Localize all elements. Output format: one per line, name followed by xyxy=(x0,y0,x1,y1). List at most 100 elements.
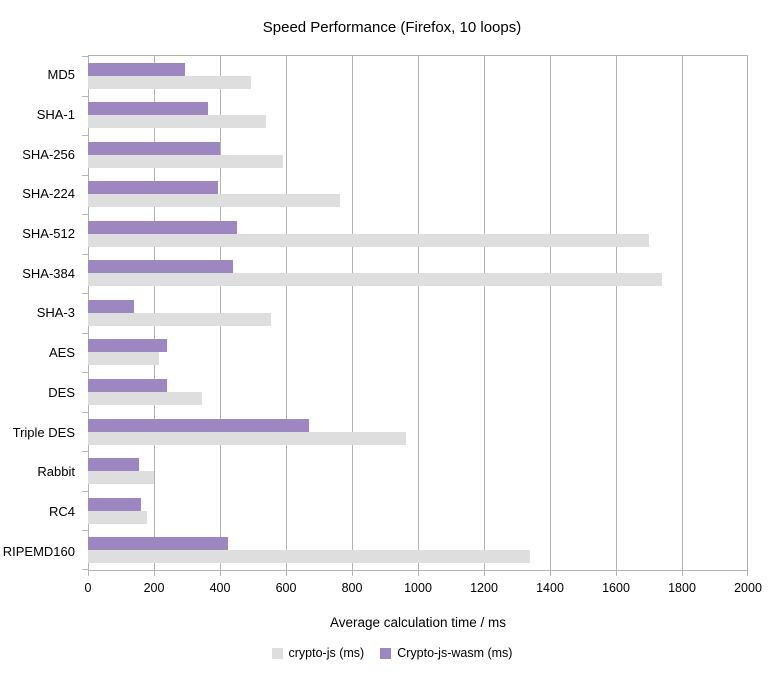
bar-crypto-js-wasm-ms-sha-256 xyxy=(88,141,220,155)
category-label-triple-des: Triple DES xyxy=(12,424,75,440)
value-axis-tick-labels: 0 200 400 600 800 1000 1200 1400 1600 1800 2000 xyxy=(0,581,784,596)
legend-swatch-crypto-js xyxy=(271,647,283,659)
bar-crypto-js-ms-sha-3 xyxy=(88,312,272,326)
category-label-sha-512: SHA-512 xyxy=(22,226,75,242)
category-label-aes: AES xyxy=(48,345,75,361)
legend-swatch-crypto-js-wasm xyxy=(380,647,392,659)
y-axis-tick-mark xyxy=(82,253,88,255)
bar-row-sha-3 xyxy=(88,293,748,333)
x-axis-tick-label: 1000 xyxy=(404,581,432,595)
category-axis-labels: MD5 SHA-1 SHA-256 SHA-224 SHA-512 SHA-384 SHA-… xyxy=(0,55,82,571)
bar-crypto-js-ms-md5 xyxy=(88,75,252,89)
legend-label-crypto-js: crypto-js (ms) xyxy=(288,646,365,660)
bar-rows xyxy=(88,56,748,570)
category-label-md5: MD5 xyxy=(47,67,75,83)
bar-row-rabbit xyxy=(88,451,748,491)
x-axis-tick-mark xyxy=(88,570,89,576)
y-axis-tick-mark xyxy=(82,56,88,57)
bar-row-sha-1 xyxy=(88,96,748,136)
bar-row-ripemd160 xyxy=(88,530,748,570)
bar-crypto-js-wasm-ms-des xyxy=(88,379,168,393)
category-label-sha-3: SHA-3 xyxy=(36,305,75,321)
y-axis-tick-mark xyxy=(82,332,88,334)
y-axis-tick-mark xyxy=(82,490,88,492)
x-axis-tick-label: 1800 xyxy=(668,581,696,595)
chart-title: Speed Performance (Firefox, 10 loops) xyxy=(262,19,522,36)
gridline xyxy=(286,56,287,570)
bar-crypto-js-ms-des xyxy=(88,392,202,406)
gridline xyxy=(352,56,353,570)
x-axis-tick-mark xyxy=(286,570,287,576)
x-axis-tick-label: 1400 xyxy=(536,581,564,595)
x-axis-tick-label: 400 xyxy=(209,581,231,595)
bar-crypto-js-wasm-ms-sha-512 xyxy=(88,220,237,234)
value-axis-title: Average calculation time / ms xyxy=(329,615,507,630)
legend-label-crypto-js-wasm: Crypto-js-wasm (ms) xyxy=(397,646,513,660)
x-axis-tick-mark xyxy=(352,570,353,576)
bar-crypto-js-wasm-ms-rc4 xyxy=(88,497,141,511)
bar-row-aes xyxy=(88,333,748,373)
bar-crypto-js-ms-rabbit xyxy=(88,471,154,485)
x-axis-tick-mark xyxy=(616,570,617,576)
gridline xyxy=(484,56,485,570)
y-axis-tick-mark xyxy=(82,135,88,137)
bar-crypto-js-ms-triple-des xyxy=(88,431,407,445)
y-axis-tick-mark xyxy=(82,411,88,413)
y-axis-tick-mark xyxy=(82,95,88,97)
bar-crypto-js-ms-sha-224 xyxy=(88,194,341,208)
bar-crypto-js-wasm-ms-sha-1 xyxy=(88,102,209,116)
bar-crypto-js-wasm-ms-sha-384 xyxy=(88,260,234,274)
bar-crypto-js-ms-aes xyxy=(88,352,159,366)
x-axis-tick-mark xyxy=(484,570,485,576)
y-axis-tick-mark xyxy=(82,372,88,374)
legend-item-crypto-js-wasm: Crypto-js-wasm (ms) xyxy=(380,646,512,660)
bar-crypto-js-ms-sha-256 xyxy=(88,154,283,168)
bar-crypto-js-ms-ripemd160 xyxy=(88,550,531,564)
gridline xyxy=(550,56,551,570)
y-axis-tick-mark xyxy=(82,569,88,570)
x-axis-tick-mark xyxy=(418,570,419,576)
bar-row-triple-des xyxy=(88,412,748,452)
x-axis-tick-label: 0 xyxy=(84,581,92,595)
bar-row-des xyxy=(88,372,748,412)
x-axis-tick-mark xyxy=(154,570,155,576)
bar-crypto-js-wasm-ms-aes xyxy=(88,339,168,353)
bar-crypto-js-ms-sha-384 xyxy=(88,273,663,287)
bar-crypto-js-wasm-ms-triple-des xyxy=(88,418,310,432)
x-axis-tick-mark xyxy=(682,570,683,576)
category-label-sha-224: SHA-224 xyxy=(22,186,75,202)
x-axis-tick-label: 600 xyxy=(275,581,297,595)
bar-crypto-js-wasm-ms-rabbit xyxy=(88,458,140,472)
category-label-des: DES xyxy=(48,384,75,400)
x-axis-tick-label: 2000 xyxy=(734,581,762,595)
gridline xyxy=(747,56,748,570)
bar-row-sha-384 xyxy=(88,254,748,294)
category-label-sha-256: SHA-256 xyxy=(22,146,75,162)
x-axis-tick-label: 800 xyxy=(341,581,363,595)
bar-row-sha-512 xyxy=(88,214,748,254)
y-axis-tick-mark xyxy=(82,214,88,216)
x-axis-tick-mark xyxy=(747,570,748,576)
category-label-rc4: RC4 xyxy=(48,503,75,519)
category-label-sha-384: SHA-384 xyxy=(22,265,75,281)
y-axis-tick-mark xyxy=(82,451,88,453)
bar-row-md5 xyxy=(88,56,748,96)
x-axis-tick-mark xyxy=(550,570,551,576)
y-axis-tick-mark xyxy=(82,530,88,532)
gridline xyxy=(616,56,617,570)
category-label-sha-1: SHA-1 xyxy=(36,107,75,123)
bar-crypto-js-ms-rc4 xyxy=(88,510,148,524)
gridline xyxy=(418,56,419,570)
y-axis-tick-mark xyxy=(82,293,88,295)
x-axis-tick-label: 200 xyxy=(143,581,165,595)
x-axis-tick-mark xyxy=(220,570,221,576)
category-label-rabbit: Rabbit xyxy=(37,464,75,480)
bar-crypto-js-wasm-ms-sha-224 xyxy=(88,181,219,195)
bar-row-rc4 xyxy=(88,491,748,531)
x-axis-tick-label: 1600 xyxy=(602,581,630,595)
bar-crypto-js-ms-sha-1 xyxy=(88,115,267,129)
category-label-ripemd160: RIPEMD160 xyxy=(2,543,75,559)
plot-area xyxy=(82,55,748,576)
gridline xyxy=(682,56,683,570)
